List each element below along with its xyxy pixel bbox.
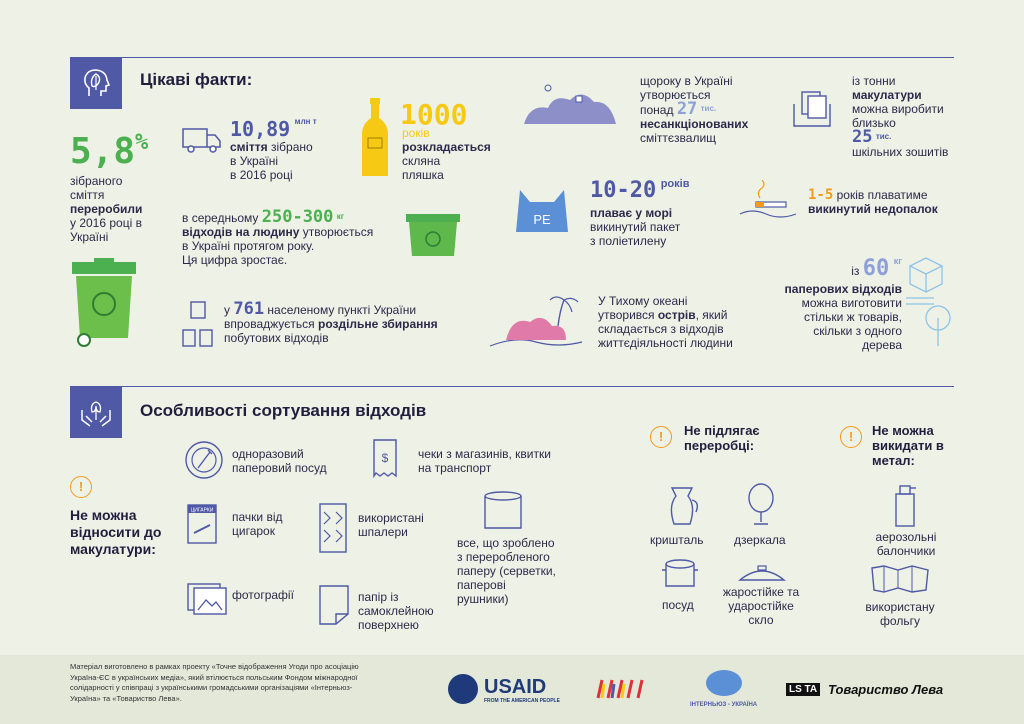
item-photos: фотографії [232, 588, 294, 602]
top-rule [70, 57, 954, 58]
aerosol-icon [890, 480, 920, 533]
receipt-icon: $ [370, 438, 400, 483]
item-mirrors: дзеркала [734, 533, 786, 547]
bottle-stat: 1000 [400, 98, 468, 131]
hands-plant-icon [70, 386, 122, 438]
not-metal-heading: Не можна викидати в метал: [872, 423, 944, 468]
glass-lid-icon [738, 564, 786, 589]
mirror-icon [746, 482, 776, 531]
item-foil: використану фольгу [865, 600, 935, 628]
item-cig-packs: пачки від цигарок [232, 510, 283, 538]
sticker-paper-icon [318, 584, 350, 631]
internews-globe-icon [706, 670, 742, 696]
crystal-jug-icon [662, 484, 702, 535]
item-wallpaper: використані шпалери [358, 511, 424, 539]
not-paper-heading: Не можна відносити до макулатури: [70, 507, 162, 557]
lev-mark: LS TA [786, 683, 821, 696]
paper-text: паперових відходів можна виготовити стільк… [784, 282, 902, 352]
bottle-text: років розкладається скляна пляшка [402, 126, 491, 182]
island-icon [486, 292, 586, 355]
bag-label: PE [533, 212, 551, 227]
island-text: У Тихому океані утворився острів, який с… [598, 294, 733, 350]
sorting-rule [70, 386, 954, 387]
wallpaper-icon [316, 502, 350, 559]
pack-label: ЦИГАРКИ [191, 508, 214, 514]
lev-logo: Товариство Лева [828, 682, 944, 697]
bag-stat: 10-20 років [590, 178, 690, 203]
green-bin-icon [68, 258, 140, 353]
dumps-text: щороку в Україні утворюється понад 27 тис… [640, 74, 749, 145]
paper-roll-icon [482, 490, 524, 535]
truck-icon [182, 125, 222, 160]
settlements-text: у 761 населеному пункті України впровадж… [224, 299, 438, 346]
trash-text: сміття зібрано в Україні в 2016 році [230, 140, 313, 182]
warning-icon-paper: ! [70, 476, 92, 498]
solidarity-logo-icon [594, 672, 654, 709]
usaid-logo: USAID [484, 676, 547, 698]
svg-text:$: $ [382, 451, 389, 465]
foil-icon [870, 564, 930, 599]
photo-icon [186, 580, 228, 621]
bottle-icon [360, 98, 390, 183]
notebooks-text: із тонни макулатури можна виробити близько … [852, 74, 949, 159]
not-recycled-heading: Не підлягає переробці: [684, 423, 760, 453]
usaid-seal-icon [448, 674, 478, 704]
usaid-sub: FROM THE AMERICAN PEOPLE [484, 698, 560, 704]
item-receipts: чеки з магазинів, квитки на транспорт [418, 447, 551, 475]
head-leaf-icon [70, 57, 122, 109]
trash-stat: 10,89 млн т [230, 117, 317, 141]
cigarette-text: 1-5 років плаватиме викинутий недопалок [808, 187, 938, 216]
item-heat-glass: жаростійке та ударостійке скло [722, 585, 800, 627]
plastic-bag-icon: PE [514, 184, 570, 239]
item-selfadhesive: папір із самоклейною поверхнею [358, 590, 434, 632]
facts-title: Цікаві факти: [140, 70, 253, 89]
item-aerosol: аерозольні балончики [875, 530, 937, 558]
landfill-icon [520, 80, 620, 131]
sorting-title: Особливості сортування відходів [140, 401, 427, 420]
recycled-stat: 5,8% [70, 130, 149, 172]
bag-text: плаває у морі викинутий пакет з поліетилен… [590, 206, 681, 248]
box-tree-icon [904, 256, 954, 353]
notebook-icon [790, 86, 834, 135]
cigarette-icon [738, 179, 798, 225]
warning-icon-metal: ! [840, 426, 862, 448]
internews-logo: ІНТЕРНЬЮЗ - УКРАЇНА [690, 702, 758, 708]
per-person-text: в середньому 250-300 кг відходів на люди… [182, 207, 374, 268]
footer-text: Матеріал виготовлено в рамках проекту «Т… [70, 662, 359, 703]
container-icon [404, 212, 462, 265]
cigarette-pack-icon: ЦИГАРКИ [186, 503, 218, 550]
recycled-text: зібраного сміття переробили у 2016 році в … [70, 174, 143, 244]
item-dishes: одноразовий паперовий посуд [232, 447, 327, 475]
paper-stat: із 60 кг [851, 256, 902, 281]
sorting-bins-icon [182, 300, 214, 353]
footer [0, 655, 1024, 724]
paper-plate-icon [184, 440, 224, 485]
item-dishes-glass: посуд [662, 598, 694, 612]
pot-icon [662, 558, 698, 597]
warning-icon-recycle: ! [650, 426, 672, 448]
item-recycled: все, що зроблено з переробленого паперу … [457, 536, 556, 606]
item-crystal: кришталь [650, 533, 704, 547]
